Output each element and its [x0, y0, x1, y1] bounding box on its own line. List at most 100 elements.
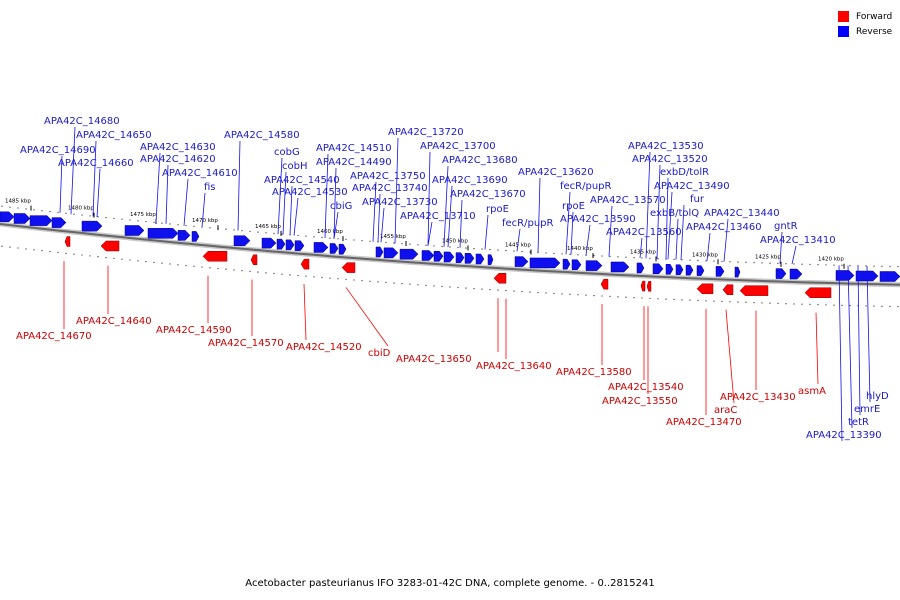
reverse-gene-arrow — [775, 268, 787, 279]
track-dot — [801, 303, 803, 305]
track-dot — [761, 262, 763, 264]
track-dot — [345, 278, 347, 281]
forward-gene-label: APA42C_14520 — [286, 342, 362, 353]
track-dot — [241, 230, 243, 232]
track-dot — [473, 287, 475, 290]
track-dot — [641, 297, 643, 299]
scale-tick-label: 1480 kbp — [68, 206, 94, 212]
reverse-gene-leader — [282, 171, 287, 235]
reverse-gene-leader — [565, 191, 571, 255]
reverse-gene-leader — [277, 157, 283, 235]
track-dot — [793, 263, 795, 265]
track-dot — [425, 284, 427, 287]
reverse-gene-leader — [289, 185, 293, 236]
reverse-gene-leader — [656, 164, 661, 259]
track-dot — [73, 253, 75, 255]
track-dot — [825, 264, 827, 266]
track-dot — [129, 259, 131, 261]
reverse-gene-arrow — [571, 259, 582, 270]
reverse-gene-leader — [779, 231, 783, 264]
reverse-gene-label: APA42C_14530 — [272, 187, 348, 198]
map-caption: Acetobacter pasteurianus IFO 3283-01-42C… — [245, 578, 655, 589]
reverse-gene-arrow — [191, 231, 200, 242]
track-dot — [369, 280, 371, 282]
reverse-gene-leader — [155, 152, 161, 224]
forward-gene-leader — [725, 309, 735, 404]
track-dot — [137, 220, 139, 222]
track-dot — [681, 299, 683, 301]
reverse-gene-arrow — [675, 264, 684, 275]
track-dot — [393, 282, 395, 284]
track-dot — [17, 247, 19, 249]
legend: Forward Reverse — [838, 9, 892, 39]
track-dot — [777, 302, 779, 305]
track-dot — [473, 247, 475, 250]
track-dot — [513, 250, 515, 252]
track-dot — [609, 295, 611, 298]
track-dot — [361, 239, 363, 242]
track-dot — [113, 257, 115, 260]
reverse-gene-leader — [70, 126, 76, 215]
reverse-gene-leader — [59, 155, 63, 213]
track-dot — [409, 243, 411, 245]
reverse-gene-label: APA42C_14490 — [316, 157, 392, 168]
forward-gene-label: asmA — [798, 386, 826, 397]
track-dot — [57, 251, 59, 254]
track-dot — [449, 246, 451, 248]
reverse-gene-leader — [570, 211, 574, 255]
reverse-gene-label: APA42C_13720 — [388, 127, 464, 138]
track-dot — [865, 305, 867, 307]
scale-tick-label: 1470 kbp — [192, 218, 218, 224]
track-dot — [393, 242, 395, 244]
track-dot — [625, 256, 627, 258]
track-dot — [337, 238, 339, 240]
track-dot — [481, 248, 483, 250]
reverse-gene-leader — [324, 153, 329, 239]
forward-gene-arrow — [202, 251, 228, 262]
reverse-gene-leader — [706, 232, 711, 262]
forward-gene-arrow — [804, 287, 832, 298]
track-dot — [265, 272, 267, 274]
scale-ticks: 1485 kbp 1480 kbp 1475 kbp 1470 kbp 1465 kbp… — [5, 199, 845, 269]
reverse-gene-leader — [838, 265, 843, 442]
track-dot — [209, 227, 211, 229]
reverse-gene-arrow — [433, 250, 444, 262]
track-dot — [841, 304, 843, 307]
forward-gene-arrow — [640, 280, 646, 292]
track-dot — [881, 265, 883, 268]
track-dot — [377, 281, 379, 283]
track-dot — [305, 235, 307, 237]
track-dot — [145, 260, 147, 263]
track-dot — [385, 281, 387, 284]
track-dot — [577, 254, 579, 256]
forward-gene-label: APA42C_14590 — [156, 325, 232, 336]
track-dot — [89, 255, 91, 257]
track-dot — [745, 301, 747, 304]
forward-gene-label: APA42C_14670 — [16, 331, 92, 342]
reverse-gene-label: emrE — [854, 404, 880, 415]
forward-gene-arrow — [300, 258, 310, 270]
track-dot — [713, 260, 715, 262]
track-dot — [809, 263, 811, 266]
forward-gene-arrow — [100, 240, 120, 252]
track-dot — [97, 256, 99, 258]
reverse-gene-arrow — [455, 252, 465, 263]
track-dot — [105, 216, 107, 219]
track-dot — [49, 250, 51, 253]
reverse-gene-leader — [667, 191, 673, 260]
track-dot — [73, 213, 75, 215]
reverse-gene-label: APA42C_13710 — [400, 211, 476, 222]
reverse-gene-arrow — [529, 257, 561, 269]
track-dot — [281, 273, 283, 275]
reverse-gene-arrow — [329, 243, 339, 254]
forward-gene-label: APA42C_13430 — [720, 392, 796, 403]
track-dot — [217, 267, 219, 270]
reverse-gene-label: fis — [204, 182, 216, 193]
track-dot — [585, 294, 587, 296]
track-dot — [57, 211, 59, 214]
reverse-gene-label: APA42C_13730 — [362, 197, 438, 208]
track-dot — [809, 303, 811, 306]
track-dot — [409, 283, 411, 285]
reverse-gene-arrow — [475, 253, 485, 265]
track-dot — [41, 210, 43, 212]
